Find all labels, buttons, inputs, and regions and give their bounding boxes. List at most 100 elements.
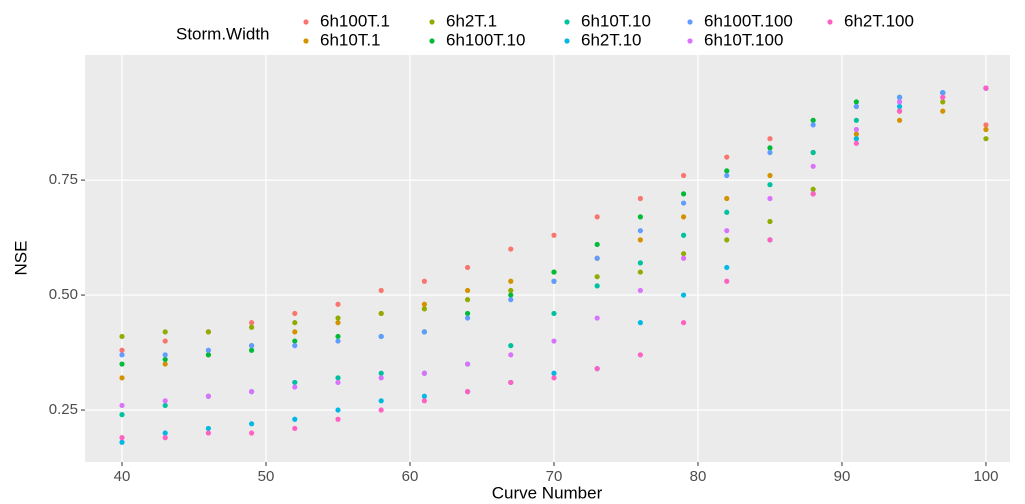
point [248, 347, 255, 353]
point [767, 182, 773, 188]
point [421, 393, 427, 399]
point [162, 338, 168, 344]
point [292, 425, 298, 432]
y-tick-label: 0.75 [49, 171, 78, 188]
point [421, 370, 427, 376]
point [637, 352, 643, 358]
point [162, 329, 168, 335]
point [335, 416, 341, 422]
legend-label: 6h100T.1 [320, 11, 390, 30]
point [680, 251, 687, 257]
point [680, 172, 687, 179]
point [637, 287, 643, 294]
point [292, 384, 298, 390]
point [205, 425, 212, 432]
point [292, 379, 298, 386]
point [724, 168, 730, 174]
point [680, 320, 687, 326]
point [508, 292, 514, 298]
point [767, 136, 773, 142]
point [421, 278, 427, 284]
point [810, 163, 816, 169]
point [119, 333, 125, 340]
point [767, 172, 773, 179]
point [724, 264, 730, 271]
legend-key [687, 38, 693, 44]
point [680, 191, 687, 197]
point [205, 329, 212, 335]
point [421, 301, 427, 307]
x-tick-label: 40 [114, 468, 131, 485]
point [464, 297, 471, 303]
point [680, 292, 687, 298]
point [594, 255, 600, 261]
point [205, 352, 212, 358]
point [551, 375, 557, 381]
legend-key [429, 38, 435, 44]
point [162, 398, 168, 404]
point [724, 195, 730, 202]
point [335, 407, 341, 413]
point [292, 320, 298, 326]
point [508, 278, 514, 284]
point [680, 214, 687, 220]
x-tick-label: 90 [834, 468, 851, 485]
legend-key [564, 19, 570, 25]
legend-label: 6h2T.100 [844, 11, 914, 30]
x-axis-title: Curve Number [492, 483, 603, 502]
point [551, 278, 557, 284]
point [810, 191, 816, 197]
point [508, 297, 514, 303]
point [292, 310, 298, 317]
point [292, 329, 298, 335]
point [248, 320, 255, 326]
point [378, 287, 384, 294]
point [896, 117, 903, 123]
point [594, 214, 600, 220]
legend-key [564, 38, 570, 44]
point [119, 439, 125, 445]
point [335, 301, 341, 307]
point [205, 430, 212, 436]
point [767, 195, 773, 202]
point [378, 370, 384, 376]
point [724, 278, 730, 284]
point [335, 375, 341, 381]
point [724, 228, 730, 234]
point [378, 398, 384, 404]
legend-label: 6h2T.1 [446, 11, 497, 30]
point [119, 352, 125, 358]
point [680, 200, 687, 206]
legend-label: 6h10T.10 [581, 11, 651, 30]
point [767, 218, 773, 225]
point [508, 379, 514, 386]
point [724, 172, 730, 179]
point [378, 407, 384, 413]
point [551, 338, 557, 344]
point [248, 389, 255, 395]
point [508, 343, 514, 349]
point [594, 283, 600, 289]
y-tick-label: 0.50 [49, 286, 78, 303]
point [594, 315, 600, 321]
point [162, 402, 168, 409]
panel [85, 55, 1010, 462]
point [637, 269, 643, 275]
point [637, 260, 643, 266]
legend-label: 6h10T.1 [320, 30, 381, 49]
point [940, 108, 946, 114]
point [594, 274, 600, 280]
point [464, 361, 471, 367]
point [983, 126, 989, 133]
point [464, 315, 471, 321]
legend-label: 6h100T.100 [704, 11, 793, 30]
point [248, 421, 255, 427]
point [896, 108, 903, 114]
point [551, 232, 557, 238]
point [248, 324, 255, 330]
legend-title: Storm.Width [176, 24, 270, 43]
point [983, 122, 989, 128]
point [162, 352, 168, 358]
point [853, 117, 859, 123]
